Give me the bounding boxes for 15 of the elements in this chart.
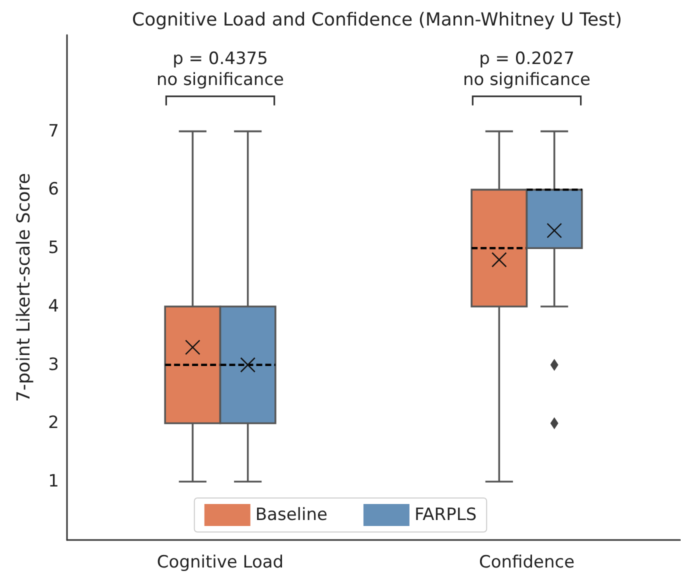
y-tick-label: 3 [48,354,59,375]
legend-label: Baseline [255,505,328,525]
y-tick-label: 4 [48,296,59,316]
y-tick-label: 5 [48,238,59,258]
annotation: p = 0.2027 no significance [463,48,590,90]
y-tick-label: 7 [48,121,59,142]
x-tick-label: Confidence [478,552,575,572]
y-tick-label: 1 [48,472,59,492]
annotation: p = 0.4375 no significance [156,48,284,90]
legend-label: FARPLS [414,505,477,525]
y-axis-title: 7-point Likert-scale Score [14,173,34,402]
y-tick-label: 6 [48,180,59,200]
x-tick-label: Cognitive Load [156,552,284,572]
y-tick-label: 2 [48,413,59,434]
chart-title: Cognitive Load and Confidence (Mann-Whitney U Test) [132,10,622,30]
